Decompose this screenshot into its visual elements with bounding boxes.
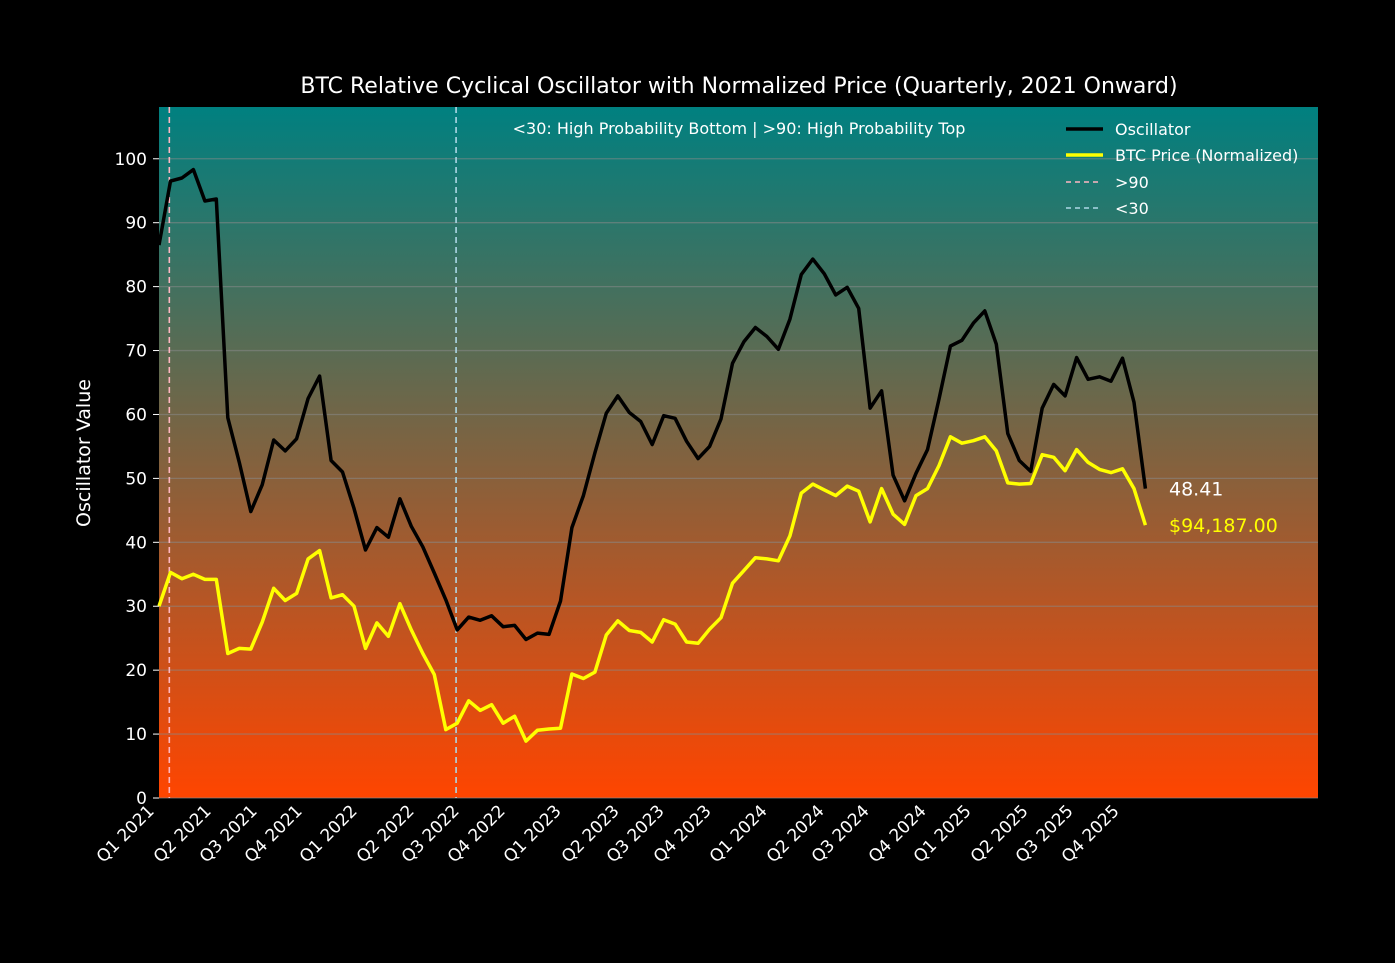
legend-label-bottom: <30 bbox=[1115, 199, 1149, 218]
x-tick-label: Q1 2021 bbox=[93, 801, 159, 867]
legend-label-top: >90 bbox=[1115, 173, 1149, 192]
y-tick-label: 90 bbox=[125, 214, 147, 234]
x-tick-label: Q1 2023 bbox=[500, 801, 566, 867]
y-axis-label: Oscillator Value bbox=[73, 379, 95, 527]
y-tick-label: 50 bbox=[125, 469, 147, 489]
end-label-price: $94,187.00 bbox=[1169, 515, 1278, 537]
chart-title: BTC Relative Cyclical Oscillator with No… bbox=[300, 74, 1177, 99]
y-tick-label: 60 bbox=[125, 405, 147, 425]
legend-label-oscillator: Oscillator bbox=[1115, 120, 1191, 139]
y-tick-label: 100 bbox=[115, 150, 147, 170]
end-label-oscillator: 48.41 bbox=[1169, 479, 1223, 501]
y-tick-label: 70 bbox=[125, 342, 147, 362]
y-tick-label: 20 bbox=[125, 661, 147, 681]
y-tick-label: 40 bbox=[125, 533, 147, 553]
y-tick-label: 30 bbox=[125, 597, 147, 617]
x-tick-label: Q1 2024 bbox=[706, 801, 772, 867]
x-tick-label: Q1 2022 bbox=[296, 801, 362, 867]
legend-label-price: BTC Price (Normalized) bbox=[1115, 146, 1298, 165]
y-tick-label: 80 bbox=[125, 278, 147, 298]
y-tick-label: 10 bbox=[125, 725, 147, 745]
threshold-annotation: <30: High Probability Bottom | >90: High… bbox=[513, 119, 966, 138]
